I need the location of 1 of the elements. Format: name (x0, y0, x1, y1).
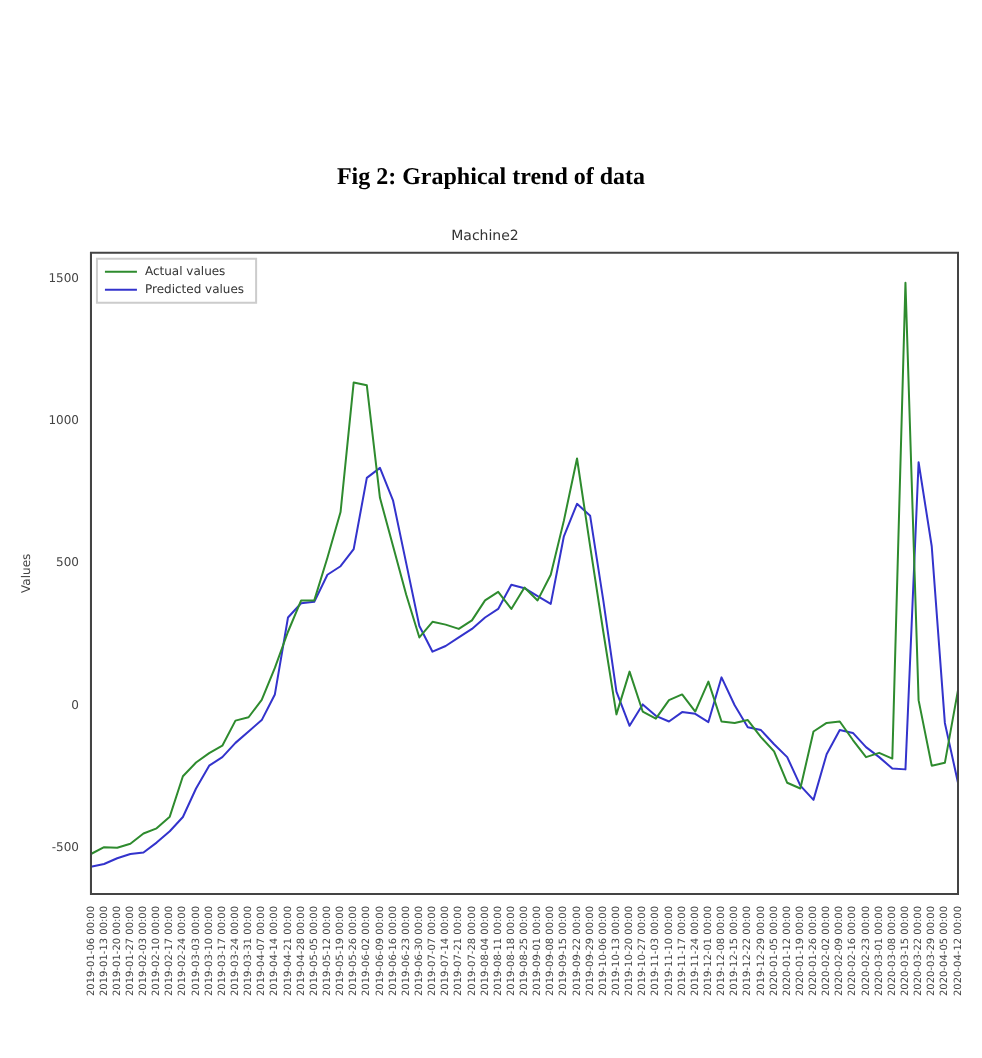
caption: Fig 2: Graphical trend of data (334, 160, 648, 192)
